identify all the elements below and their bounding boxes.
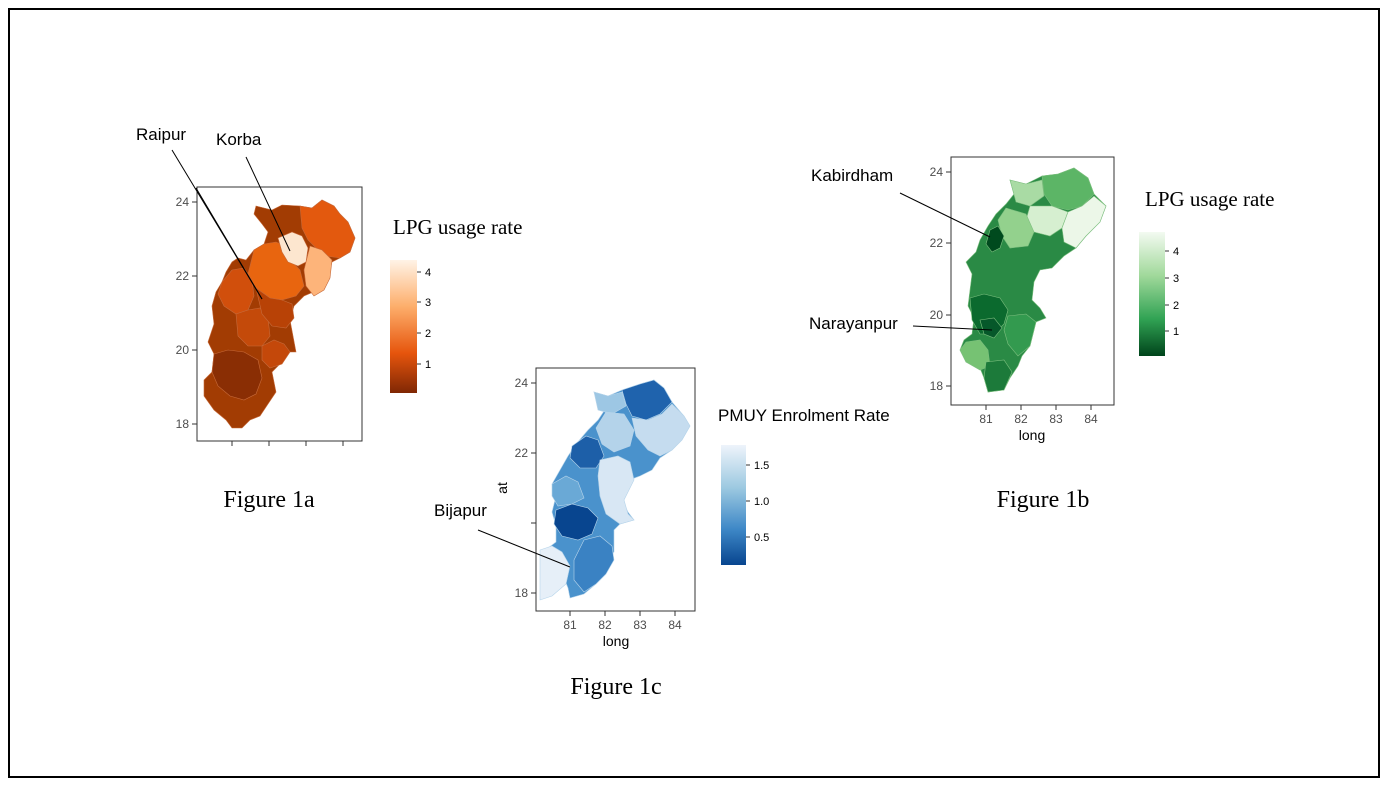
- leader-line: [245, 156, 291, 252]
- district-region: [1041, 167, 1095, 211]
- x-tick-label: 83: [633, 618, 647, 632]
- legend-title: LPG usage rate: [393, 215, 522, 239]
- district-region: [1009, 179, 1045, 207]
- legend-tick: 3: [1173, 273, 1179, 285]
- x-axis-1c: 81 82 83 84 long: [563, 611, 682, 649]
- color-bar: [390, 260, 417, 393]
- annotation-label: Kabirdham: [811, 166, 893, 185]
- legend-tick: 1: [425, 359, 431, 371]
- legend-title: LPG usage rate: [1145, 187, 1274, 211]
- map-1c: [539, 379, 691, 601]
- y-tick-label: 24: [176, 195, 190, 209]
- district-region: [235, 307, 271, 347]
- figure-caption: Figure 1c: [570, 674, 661, 700]
- district-region: [1061, 195, 1107, 249]
- annotations-1c: Bijapur: [434, 501, 571, 568]
- y-tick-label: 22: [515, 446, 529, 460]
- y-axis-1a: 24 22 20 18: [176, 195, 197, 431]
- x-axis-title: long: [1019, 427, 1045, 443]
- figure-1b: 24 22 20 18 81 82 83 84 long LPG usage r…: [809, 156, 1274, 513]
- district-region: [573, 535, 615, 593]
- district-region: [979, 317, 1003, 339]
- figure-caption: Figure 1a: [223, 487, 315, 513]
- y-axis-title: at: [494, 482, 510, 494]
- x-axis-1b: 81 82 83 84 long: [979, 405, 1098, 443]
- district-region: [553, 503, 599, 541]
- x-tick-label: 81: [979, 412, 993, 426]
- y-tick-label: 24: [515, 376, 529, 390]
- x-axis-ticks-1a: [231, 441, 344, 446]
- annotations-1b: Kabirdham Narayanpur: [809, 166, 993, 333]
- district-region: [303, 245, 333, 297]
- leader-line: [912, 325, 993, 331]
- y-tick-label: 20: [930, 308, 944, 322]
- legend-tick: 0.5: [754, 532, 769, 544]
- y-tick-label: 18: [930, 379, 944, 393]
- color-bar: [1139, 232, 1165, 356]
- district-region: [299, 199, 356, 259]
- legend-1b: LPG usage rate 4 3 2 1: [1139, 187, 1274, 356]
- leader-line: [477, 529, 571, 568]
- map-1a: [203, 199, 356, 429]
- legend-tick: 2: [1173, 300, 1179, 312]
- district-region: [985, 225, 1005, 253]
- y-axis-1b: 24 22 20 18: [930, 165, 951, 393]
- x-tick-label: 83: [1049, 412, 1063, 426]
- district-region: [621, 379, 673, 421]
- district-region: [593, 391, 627, 415]
- district-region: [997, 207, 1035, 249]
- annotation-label: Narayanpur: [809, 314, 898, 333]
- district-region: [597, 455, 635, 525]
- district-region: [551, 475, 585, 507]
- legend-1c: PMUY Enrolment Rate 1.5 1.0 0.5: [718, 406, 890, 565]
- x-tick-label: 82: [1014, 412, 1028, 426]
- district-region: [255, 287, 295, 329]
- figure-1c: 24 22 18 at 81 82 83 84 long PMUY Enrolm…: [434, 367, 890, 700]
- annotation-label: Korba: [216, 130, 262, 149]
- color-bar: [721, 445, 746, 565]
- y-axis-1c: 24 22 18 at: [494, 376, 536, 600]
- annotation-label: Bijapur: [434, 501, 487, 520]
- x-axis-title: long: [603, 633, 629, 649]
- district-region: [983, 359, 1013, 393]
- y-tick-label: 18: [176, 417, 190, 431]
- y-tick-label: 24: [930, 165, 944, 179]
- legend-1a: LPG usage rate 4 3 2 1: [390, 215, 522, 393]
- annotation-label: Raipur: [136, 125, 186, 144]
- district-region: [539, 545, 571, 601]
- legend-tick: 3: [425, 297, 431, 309]
- y-tick-label: 18: [515, 586, 529, 600]
- legend-tick: 1.5: [754, 460, 769, 472]
- district-region: [1003, 313, 1037, 357]
- legend-tick: 1.0: [754, 496, 769, 508]
- figure-1a: 24 22 20 18 LPG usage rate 4 3 2: [136, 125, 522, 513]
- legend-title: PMUY Enrolment Rate: [718, 406, 890, 425]
- slide-border: [8, 8, 1380, 778]
- x-tick-label: 82: [598, 618, 612, 632]
- legend-tick: 4: [1173, 246, 1179, 258]
- leader-line: [195, 187, 263, 300]
- district-region: [631, 403, 691, 457]
- x-tick-label: 84: [1084, 412, 1098, 426]
- annotations-1a: Raipur Korba: [136, 125, 291, 300]
- x-tick-label: 81: [563, 618, 577, 632]
- legend-tick: 1: [1173, 326, 1179, 338]
- y-tick-label: 22: [930, 236, 944, 250]
- legend-tick: 4: [425, 267, 431, 279]
- y-tick-label: 20: [176, 343, 190, 357]
- x-tick-label: 84: [668, 618, 682, 632]
- legend-tick: 2: [425, 328, 431, 340]
- district-region: [595, 411, 635, 453]
- figure-caption: Figure 1b: [997, 487, 1090, 513]
- district-region: [217, 267, 255, 315]
- district-region: [211, 349, 263, 401]
- y-tick-label: 22: [176, 269, 190, 283]
- map-1b: [959, 167, 1107, 393]
- district-region: [261, 339, 291, 369]
- leader-line: [899, 192, 991, 238]
